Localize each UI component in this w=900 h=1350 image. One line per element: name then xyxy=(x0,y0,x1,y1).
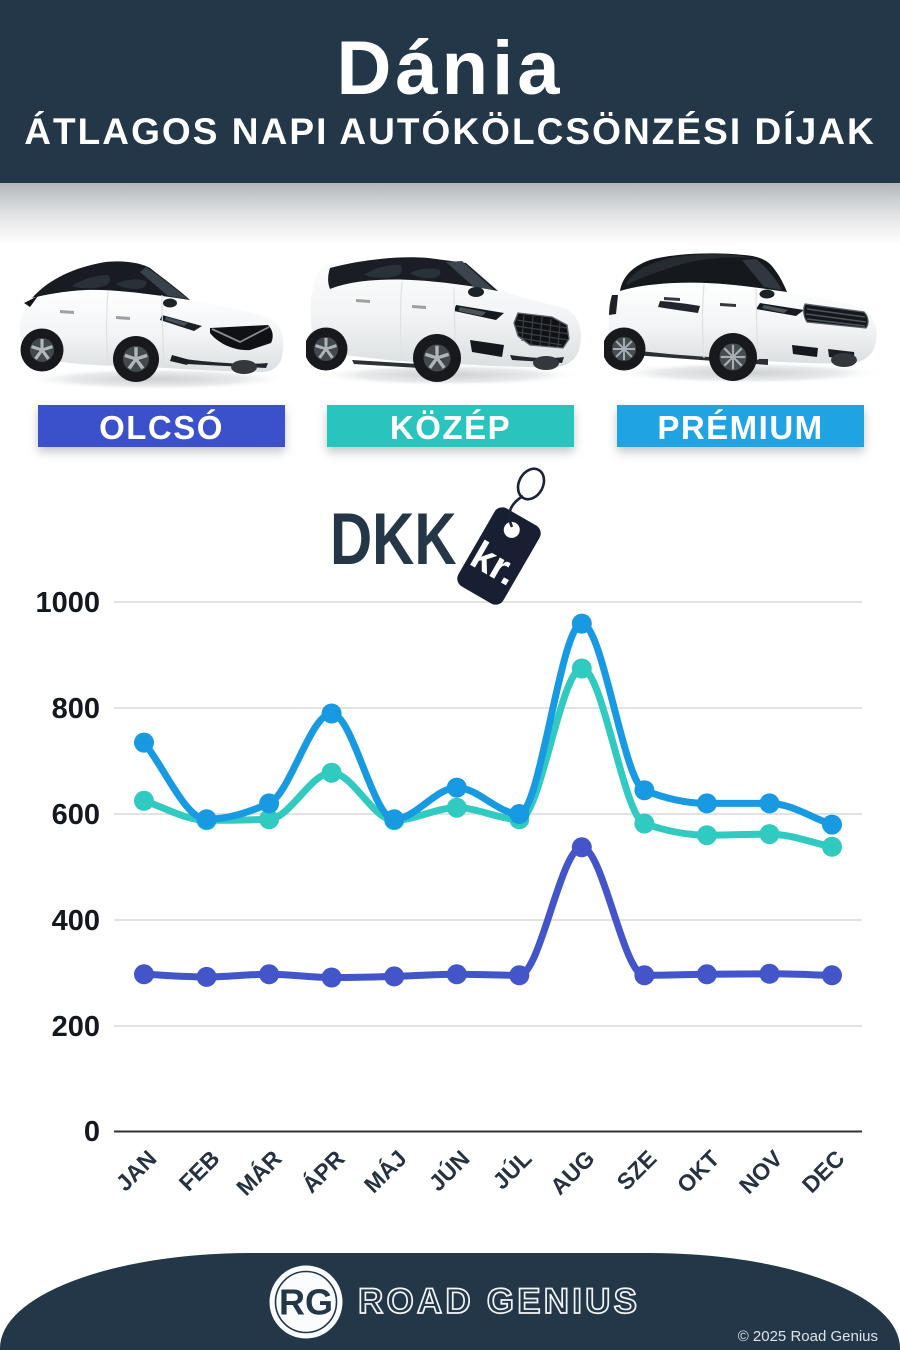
svg-text:0: 0 xyxy=(84,1116,100,1148)
svg-text:SZE: SZE xyxy=(612,1145,662,1195)
svg-text:JAN: JAN xyxy=(111,1145,162,1196)
svg-text:400: 400 xyxy=(52,905,100,937)
svg-text:600: 600 xyxy=(52,799,100,831)
svg-text:ÁPR: ÁPR xyxy=(296,1144,350,1198)
svg-text:JÚL: JÚL xyxy=(487,1144,537,1194)
svg-text:1000: 1000 xyxy=(35,587,100,619)
svg-text:MÁR: MÁR xyxy=(230,1144,286,1200)
svg-text:JÚN: JÚN xyxy=(423,1144,475,1196)
svg-text:FEB: FEB xyxy=(174,1145,225,1196)
svg-text:MÁJ: MÁJ xyxy=(358,1144,411,1197)
svg-text:ROAD GENIUS: ROAD GENIUS xyxy=(358,1282,640,1321)
svg-text:NOV: NOV xyxy=(734,1145,788,1199)
svg-text:AUG: AUG xyxy=(545,1145,600,1200)
svg-text:200: 200 xyxy=(52,1011,100,1043)
svg-text:DEC: DEC xyxy=(797,1145,850,1198)
svg-text:800: 800 xyxy=(52,693,100,725)
svg-text:OKT: OKT xyxy=(672,1145,725,1198)
svg-text:RG: RG xyxy=(279,1282,333,1323)
